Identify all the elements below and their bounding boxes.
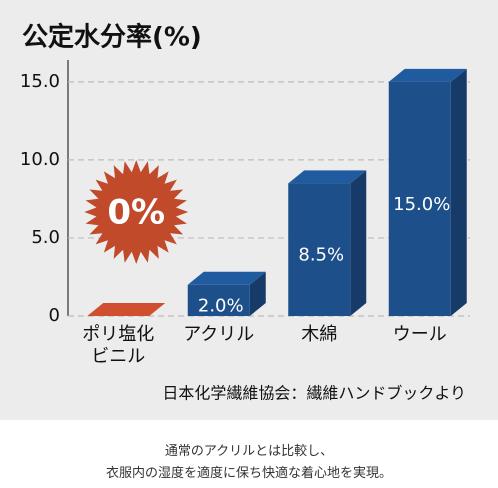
y-tick-label: 0	[49, 305, 60, 326]
x-tick-label: ウール	[392, 324, 447, 345]
value-label: 0%	[107, 193, 165, 233]
chart: 公定水分率(%) 日本化学繊維協会：繊維ハンドブックより 0 5.0 10.0 15.…	[0, 0, 498, 420]
bar-top	[388, 68, 467, 82]
chart-title: 公定水分率(%)	[22, 22, 202, 53]
y-tick-label: 10.0	[20, 149, 60, 170]
value-label: 2.0%	[198, 295, 244, 316]
value-label: 8.5%	[298, 245, 344, 266]
starburst	[84, 160, 189, 264]
bar-top	[187, 271, 266, 285]
x-tick-label: ポリ塩化ビニル	[82, 324, 155, 367]
source: 日本化学繊維協会：繊維ハンドブックより	[162, 384, 466, 403]
bar-top	[288, 170, 367, 184]
bar	[187, 284, 250, 316]
x-tick-label: アクリル	[183, 324, 255, 345]
bar-side	[450, 68, 467, 316]
bar-top	[87, 303, 166, 316]
value-label: 15.0%	[393, 194, 450, 215]
bar-side	[350, 170, 367, 316]
bar	[388, 81, 451, 316]
x-tick-label: 木綿	[301, 324, 338, 345]
caption-line: 衣服内の湿度を適度に保ち快適な着心地を実現。	[105, 466, 392, 481]
y-tick-label: 15.0	[20, 71, 60, 92]
bar	[288, 183, 351, 316]
y-tick-label: 5.0	[31, 227, 60, 248]
caption-line: 通常のアクリルとは比較し、	[164, 444, 334, 459]
bar-side	[249, 271, 266, 316]
